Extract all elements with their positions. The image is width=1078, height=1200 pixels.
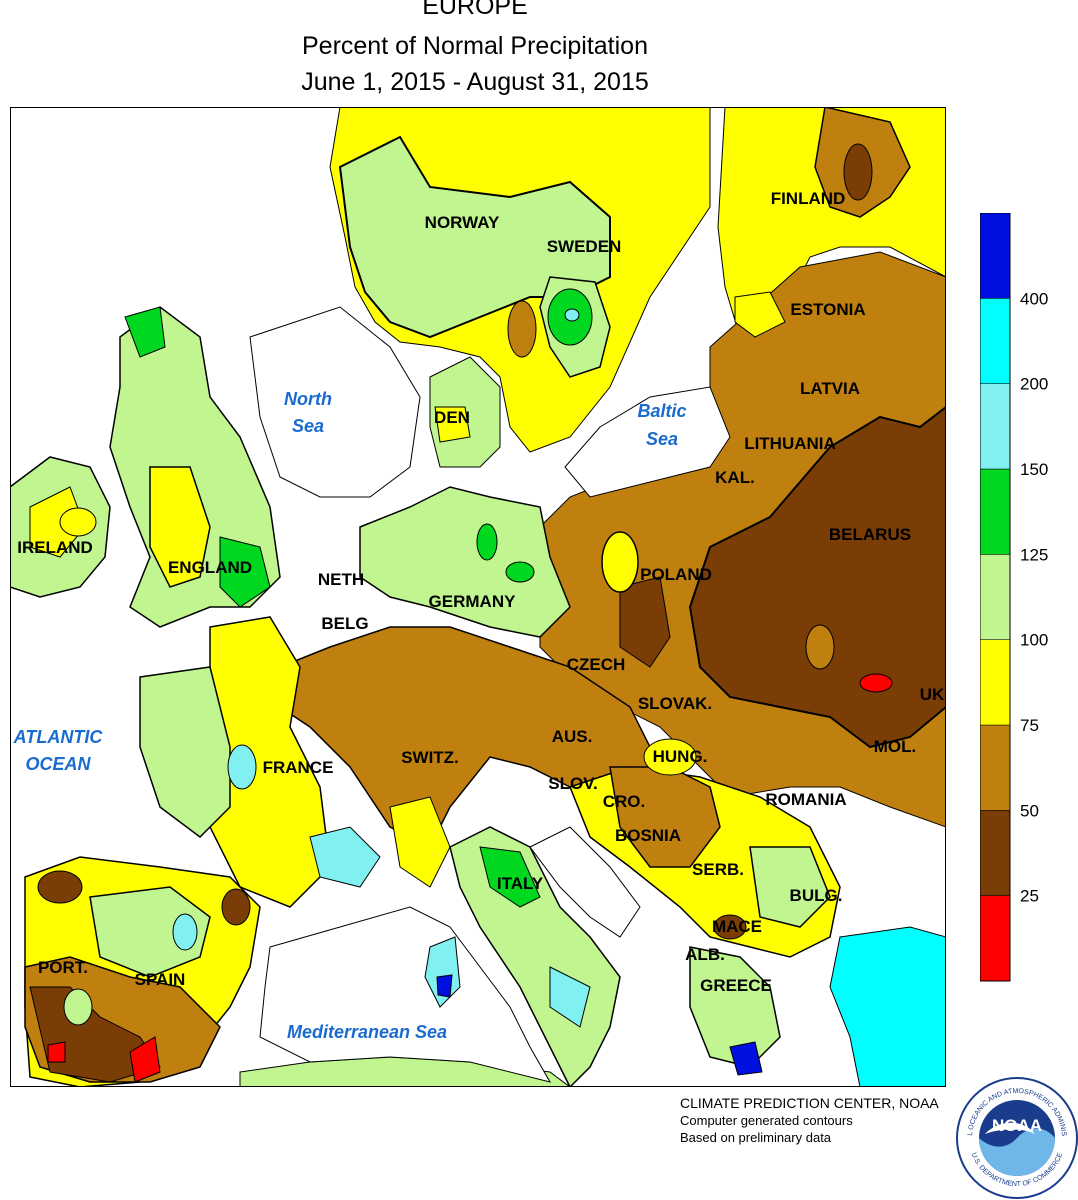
sea-mediterranean bbox=[259, 906, 552, 1083]
country-label-germany: GERMANY bbox=[429, 592, 517, 611]
country-label-lithuania: LITHUANIA bbox=[744, 434, 836, 453]
country-label-uk: UK bbox=[920, 685, 945, 704]
sea-baltic bbox=[564, 386, 731, 498]
legend-tick-label: 25 bbox=[1020, 887, 1039, 906]
north-sea-label-1: North bbox=[284, 389, 332, 409]
map-title: Percent of Normal Precipitation bbox=[302, 32, 648, 60]
country-label-france: FRANCE bbox=[263, 758, 334, 777]
country-label-italy: ITALY bbox=[497, 874, 544, 893]
land-greece bbox=[689, 946, 781, 1068]
noaa-logo-text: NOAA bbox=[992, 1116, 1042, 1135]
noaa-logo: NOAA NATIONAL OCEANIC AND ATMOSPHERIC AD… bbox=[955, 1076, 1078, 1199]
legend-swatch bbox=[980, 213, 1011, 299]
precipitation-map: North Sea Baltic Sea ATLANTIC OCEAN Medi… bbox=[10, 107, 946, 1087]
country-label-alb: ALB. bbox=[685, 945, 725, 964]
legend-tick-label: 150 bbox=[1020, 460, 1048, 479]
legend-tick-label: 125 bbox=[1020, 545, 1048, 564]
region-belarus-very-dry bbox=[688, 405, 946, 749]
country-label-aus: AUS. bbox=[552, 727, 593, 746]
land-turkey bbox=[829, 926, 946, 1087]
atlantic-label-2: OCEAN bbox=[25, 754, 91, 774]
credit-line-2: Computer generated contours bbox=[680, 1113, 853, 1128]
atlantic-label-1: ATLANTIC bbox=[13, 727, 104, 747]
country-label-port: PORT. bbox=[38, 958, 88, 977]
country-label-bosnia: BOSNIA bbox=[615, 826, 681, 845]
country-label-norway: NORWAY bbox=[425, 213, 500, 232]
legend-swatch bbox=[980, 724, 1011, 811]
country-label-spain: SPAIN bbox=[135, 970, 186, 989]
color-legend: 25 50 75 100 125 150 200 400 bbox=[980, 213, 1048, 982]
country-label-neth: NETH bbox=[318, 570, 364, 589]
country-label-slovak: SLOVAK. bbox=[638, 694, 712, 713]
legend-swatch bbox=[980, 810, 1011, 896]
region-ukraine-red bbox=[859, 673, 893, 693]
country-label-bulg: BULG. bbox=[790, 886, 843, 905]
legend-tick-label: 75 bbox=[1020, 716, 1039, 735]
legend-swatch bbox=[980, 639, 1011, 726]
country-label-romania: ROMANIA bbox=[765, 790, 846, 809]
country-label-serb: SERB. bbox=[692, 860, 744, 879]
country-label-den: DEN bbox=[434, 408, 470, 427]
legend-swatch bbox=[980, 895, 1011, 982]
sea-north bbox=[249, 306, 421, 498]
country-label-switz: SWITZ. bbox=[401, 748, 459, 767]
credit-line-3: Based on preliminary data bbox=[680, 1130, 832, 1145]
country-label-england: ENGLAND bbox=[168, 558, 252, 577]
country-label-greece: GREECE bbox=[700, 976, 772, 995]
country-label-cro: CRO. bbox=[603, 792, 646, 811]
map-region-title: EUROPE bbox=[422, 0, 528, 20]
north-sea-label-2: Sea bbox=[292, 416, 324, 436]
legend-tick-label: 400 bbox=[1020, 289, 1048, 308]
legend-tick-label: 200 bbox=[1020, 375, 1048, 394]
legend-tick-label: 50 bbox=[1020, 801, 1039, 820]
legend-swatch bbox=[980, 383, 1011, 470]
country-label-ireland: IRELAND bbox=[17, 538, 93, 557]
credit-line-1: CLIMATE PREDICTION CENTER, NOAA bbox=[680, 1095, 939, 1111]
country-label-belarus: BELARUS bbox=[829, 525, 911, 544]
country-label-sweden: SWEDEN bbox=[547, 237, 622, 256]
region-sweden-dry bbox=[507, 300, 537, 358]
country-label-kal: KAL. bbox=[715, 468, 755, 487]
legend-swatch bbox=[980, 298, 1011, 384]
country-label-latvia: LATVIA bbox=[800, 379, 860, 398]
mediterranean-label: Mediterranean Sea bbox=[287, 1022, 447, 1042]
legend-swatch bbox=[980, 468, 1011, 555]
country-label-czech: CZECH bbox=[567, 655, 626, 674]
baltic-sea-label-2: Sea bbox=[646, 429, 678, 449]
country-label-slov: SLOV. bbox=[548, 774, 597, 793]
legend-tick-label: 100 bbox=[1020, 631, 1048, 650]
baltic-sea-label-1: Baltic bbox=[637, 401, 686, 421]
country-label-mace: MACE bbox=[712, 917, 762, 936]
country-label-finland: FINLAND bbox=[771, 189, 846, 208]
legend-swatch bbox=[980, 554, 1011, 640]
country-label-poland: POLAND bbox=[640, 565, 712, 584]
country-label-belg: BELG bbox=[321, 614, 368, 633]
region-germany-green bbox=[359, 486, 571, 638]
country-label-hung: HUNG. bbox=[653, 747, 708, 766]
country-label-mol: MOL. bbox=[874, 737, 917, 756]
country-label-estonia: ESTONIA bbox=[790, 300, 865, 319]
map-date-range: June 1, 2015 - August 31, 2015 bbox=[301, 68, 649, 96]
